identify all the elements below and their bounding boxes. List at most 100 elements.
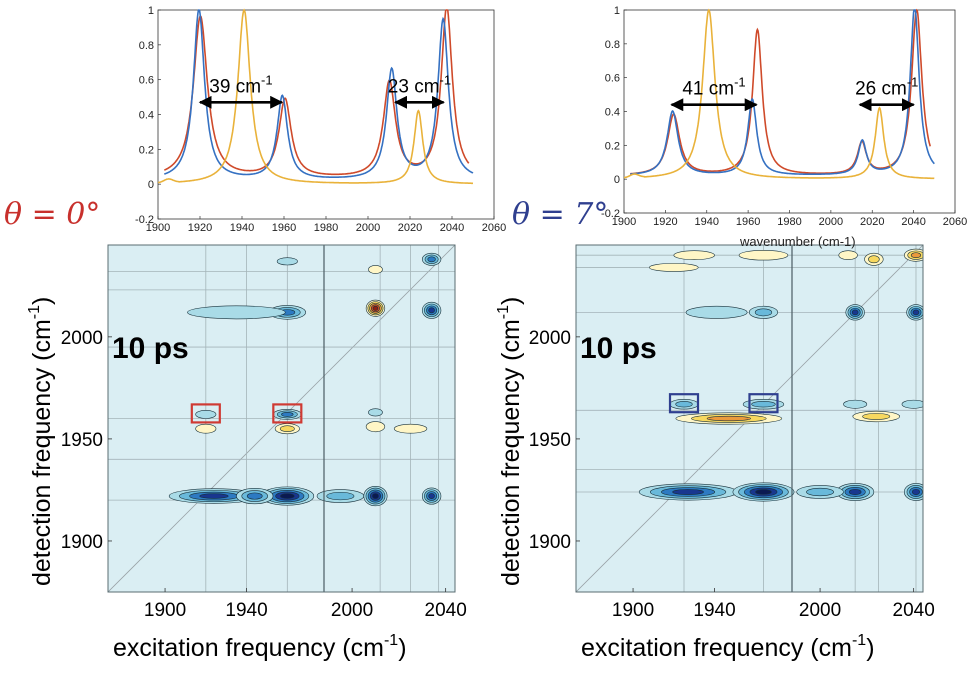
x-tick-label: 2060 (943, 216, 967, 228)
contour-peak-pos (372, 305, 379, 311)
splitting-label: 26 cm-1 (855, 75, 918, 100)
spectrum-line-red (630, 8, 931, 175)
contour-peak-pos (862, 413, 891, 420)
contour-peak-neg (901, 399, 923, 409)
map-contents (108, 245, 455, 592)
highlight-box (272, 403, 303, 424)
y-tick-label: 0 (148, 179, 154, 191)
contour-peak-neg (276, 257, 298, 266)
contour-peak-pos (649, 263, 699, 272)
spectrum-panel-top-right: 1900 1920 1940 1960 1980 2000 2020 2040 2060 -0.2… (601, 5, 967, 228)
spectrum-line-blue (630, 9, 935, 175)
y-tick-label: 0.6 (605, 73, 620, 85)
contour-peak-neg (246, 492, 263, 500)
map-frame (107, 244, 456, 593)
splitting-label: 39 cm-1 (209, 72, 272, 97)
x-tick-label: 1920 (188, 222, 212, 234)
x-tick-label: 1960 (272, 222, 296, 234)
contour-peak-neg (199, 493, 229, 499)
spectrum-line-yellow (157, 8, 473, 185)
highlight-box (668, 393, 700, 414)
splitting-label: 23 cm-1 (388, 72, 451, 97)
contour-peak-neg (912, 309, 920, 316)
y-tick-label: 0.8 (605, 39, 620, 51)
contour-peak-pos (195, 423, 217, 434)
y-tick-label: 0.2 (139, 144, 154, 156)
y-tick-label: 0.4 (605, 107, 620, 119)
x-tick-label: 1900 (612, 600, 654, 621)
contour-peak-neg (843, 399, 868, 409)
hidden-xlabel-right: wavenumber (cm-1) (739, 234, 856, 249)
x-tick-label: 1940 (225, 600, 267, 621)
y-tick-label: 1950 (61, 430, 103, 451)
ps-label-left: 10 ps (112, 332, 189, 365)
spectrum-line-blue (164, 9, 474, 178)
x-tick-label: 1900 (144, 600, 186, 621)
contour-peak-pos (673, 250, 715, 260)
y-tick-label: 0.6 (139, 75, 154, 87)
x-tick-label: 1940 (230, 222, 254, 234)
contour-peak-neg (685, 305, 748, 319)
contour-peak-neg (672, 489, 704, 495)
ylabel-left: detection frequency (cm-1) (26, 297, 56, 586)
xlabel-left: excitation frequency (cm-1) (113, 632, 407, 662)
map-frame (575, 244, 924, 593)
x-tick-label: 2000 (331, 600, 373, 621)
x-tick-label: 1920 (653, 216, 677, 228)
y-tick-label: 0.8 (139, 40, 154, 52)
y-tick-label: 1 (614, 5, 620, 17)
theta-left-label: θ = 0° (4, 197, 100, 232)
contour-peak-neg (428, 493, 435, 499)
highlight-box (190, 403, 221, 424)
contour-peak-neg (675, 401, 693, 408)
x-tick-label: 1980 (314, 222, 338, 234)
contour-peak-neg (427, 256, 436, 263)
contour-peak-neg (326, 491, 355, 501)
contour-peak-pos (738, 250, 789, 261)
contour-peak-neg (195, 410, 217, 419)
map-panel-bottom-right: 1900 1940 2000 2040 1900 1950 2000 (529, 244, 935, 621)
y-tick-label: -0.2 (601, 208, 620, 220)
x-tick-label: 1980 (777, 216, 801, 228)
panels: 1900 1920 1940 1960 1980 2000 2020 2040 2060 -0.2… (61, 5, 968, 621)
contour-peak-neg (428, 307, 435, 314)
spectrum-line-red (164, 9, 470, 176)
y-tick-label: 1900 (529, 532, 571, 553)
x-tick-label: 2000 (356, 222, 380, 234)
contour-peak-neg (368, 408, 383, 417)
theta-right-label: θ = 7° (512, 197, 608, 232)
contour-peak-neg (751, 401, 776, 408)
contour-peak-pos (910, 252, 922, 259)
ps-label-right: 10 ps (580, 332, 657, 365)
y-tick-label: 1 (148, 5, 154, 17)
xlabel-right: excitation frequency (cm-1) (581, 632, 875, 662)
y-tick-label: 0.2 (605, 140, 620, 152)
y-tick-label: 0 (614, 174, 620, 186)
y-tick-label: 0.4 (139, 110, 154, 122)
contour-peak-neg (280, 493, 295, 499)
x-tick-label: 2000 (799, 600, 841, 621)
x-tick-label: 1900 (612, 216, 636, 228)
contour-peak-pos (838, 250, 858, 260)
contour-peak-pos (365, 421, 386, 433)
y-tick-label: 2000 (61, 328, 103, 349)
x-tick-label: 2020 (398, 222, 422, 234)
ylabel-right: detection frequency (cm-1) (495, 297, 525, 586)
x-tick-label: 2000 (819, 216, 843, 228)
x-tick-label: 1960 (736, 216, 760, 228)
y-tick-label: 2000 (529, 328, 571, 349)
contour-peak-neg (911, 488, 921, 496)
map-contents (576, 245, 923, 592)
contour-peak-neg (372, 493, 379, 499)
contour-peak-neg (281, 412, 294, 417)
x-tick-label: 2020 (860, 216, 884, 228)
spectrum-line-yellow (624, 8, 935, 180)
x-tick-label: 2060 (482, 222, 506, 234)
x-tick-label: 2040 (901, 216, 925, 228)
contour-peak-pos (868, 255, 880, 264)
contour-peak-neg (187, 305, 286, 320)
contour-peak-pos (706, 415, 751, 422)
x-tick-label: 2040 (440, 222, 464, 234)
highlight-box (748, 393, 779, 414)
